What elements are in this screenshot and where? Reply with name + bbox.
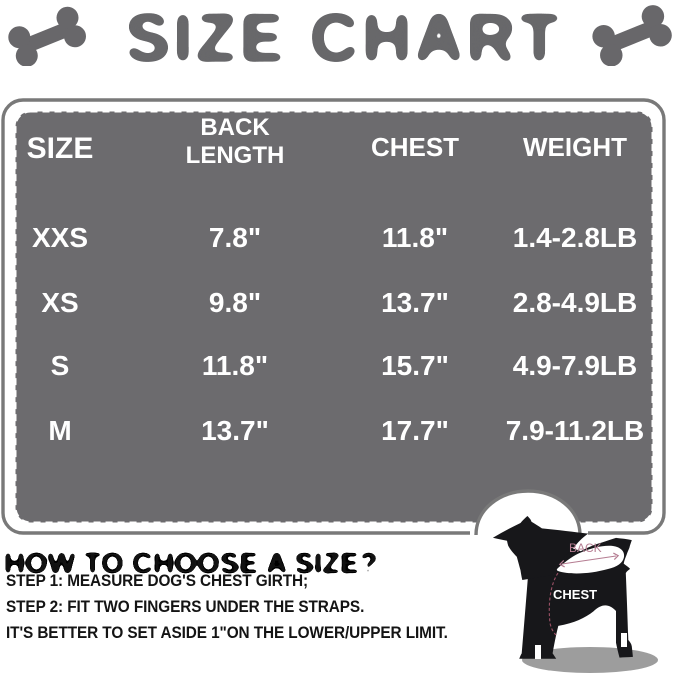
svg-text:BACK: BACK — [569, 541, 602, 555]
svg-text:CHEST: CHEST — [553, 587, 597, 602]
